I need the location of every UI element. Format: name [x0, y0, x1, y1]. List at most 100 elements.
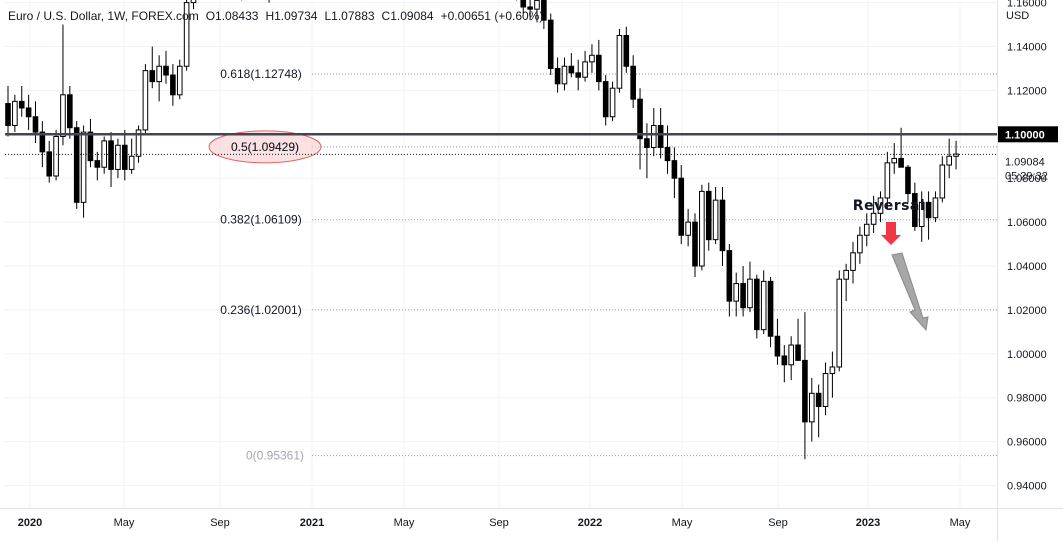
reversal-arrow-icon: [881, 222, 901, 245]
candle-body: [623, 35, 630, 67]
candle-body: [135, 129, 142, 157]
candle-body: [149, 70, 156, 83]
candle-body: [60, 94, 66, 137]
y-tick-label: 0.96000: [1007, 437, 1047, 449]
candle-body: [12, 100, 18, 127]
last-price-label: 1.09084: [1005, 156, 1045, 168]
x-tick-label: Sep: [489, 517, 509, 529]
level-price-label: 1.10000: [1005, 129, 1045, 141]
candle-body: [767, 280, 774, 337]
x-tick-label: 2020: [18, 517, 42, 529]
candle-body: [163, 65, 169, 76]
candle-body: [561, 65, 568, 85]
candle-body: [685, 221, 691, 236]
candle-body: [94, 160, 101, 168]
candle-body: [774, 335, 781, 357]
x-tick-label: 2023: [856, 517, 880, 529]
candle-body: [788, 344, 794, 366]
x-tick-label: 2021: [300, 517, 324, 529]
candle-body: [877, 197, 884, 214]
candle-body: [554, 67, 561, 85]
candle-body: [671, 160, 678, 179]
candle-body: [602, 81, 609, 118]
candle-body: [25, 107, 32, 118]
candle-body: [527, 6, 533, 10]
candle-body: [843, 269, 849, 280]
candle-body: [39, 131, 46, 153]
candlestick-series: [5, 0, 959, 460]
candle-body: [67, 94, 73, 129]
candle-body: [898, 157, 904, 168]
grid-lines: [5, 0, 997, 508]
candle-body: [747, 278, 753, 309]
candle-body: [637, 98, 643, 140]
candle-body: [891, 157, 898, 164]
candle-body: [32, 116, 39, 133]
candle-body: [190, 0, 197, 4]
candle-body: [870, 212, 877, 225]
candle-body: [176, 65, 183, 96]
fibonacci-retracement[interactable]: 1(1.23496)0.618(1.12748)0.5(1.09429)0.38…: [208, 0, 997, 463]
candle-body: [884, 162, 891, 199]
symbol-title[interactable]: Euro / U.S. Dollar, 1W, FOREX.com: [8, 9, 199, 23]
candle-body: [18, 100, 25, 109]
price-axis[interactable]: 1.240001.220001.200001.180001.160001.140…: [997, 0, 1059, 541]
candle-body: [760, 280, 767, 331]
low-value: L1.07883: [324, 9, 375, 23]
candle-body: [657, 125, 664, 148]
candle-body: [5, 103, 11, 127]
x-tick-label: 2022: [578, 517, 602, 529]
candle-body: [733, 283, 740, 302]
candle-body: [520, 0, 527, 8]
candle-body: [568, 65, 575, 74]
candle-body: [932, 197, 939, 219]
candle-body: [808, 392, 815, 423]
x-tick-label: Sep: [768, 517, 788, 529]
candle-body: [740, 283, 746, 309]
candle-body: [857, 234, 863, 254]
candle-body: [699, 190, 705, 267]
candle-body: [705, 190, 712, 241]
candle-body: [850, 252, 856, 271]
candle-body: [836, 278, 843, 368]
candle-body: [108, 140, 114, 170]
horizontal-level-line[interactable]: [5, 133, 997, 155]
candle-body: [692, 221, 698, 267]
candle-body: [802, 359, 808, 423]
candle-body: [946, 155, 952, 166]
change-value: +0.00651 (+0.60%): [440, 9, 544, 23]
level-price-badge: [998, 126, 1058, 143]
candle-body: [128, 155, 135, 170]
candle-body: [815, 392, 822, 407]
candle-body: [575, 72, 582, 78]
annotations: Reversal: [853, 198, 929, 332]
candle-body: [142, 70, 149, 131]
high-value: H1.09734: [265, 9, 318, 23]
chart-legend: Euro / U.S. Dollar, 1W, FOREX.com O1.0843…: [8, 9, 550, 23]
candle-body: [678, 177, 685, 236]
candle-body: [609, 87, 616, 118]
fib-level-label: 0.382(1.06109): [220, 213, 301, 227]
x-tick-label: May: [950, 517, 971, 529]
y-tick-label: 1.02000: [1007, 305, 1047, 317]
decline-arrow-icon: [891, 252, 929, 332]
y-tick-label: 1.14000: [1007, 42, 1047, 54]
candle-body: [547, 19, 554, 69]
candle-body: [712, 199, 719, 241]
fib-level-label: 0.5(1.09429): [231, 140, 299, 154]
reversal-label: Reversal: [853, 198, 925, 214]
y-tick-label: 1.08000: [1007, 173, 1047, 185]
candle-body: [616, 35, 623, 89]
candle-body: [80, 131, 87, 203]
y-tick-label: 1.16000: [1007, 0, 1047, 10]
candle-body: [863, 223, 870, 236]
y-tick-label: 1.12000: [1007, 85, 1047, 97]
candle-body: [156, 65, 162, 83]
x-tick-label: Sep: [210, 517, 230, 529]
time-axis[interactable]: 2020 May Sep 2021 May Sep 2022 May Sep 2023 May: [0, 508, 1063, 530]
candle-body: [754, 278, 760, 331]
candle-body: [939, 164, 946, 199]
candle-body: [115, 144, 121, 170]
candle-body: [589, 54, 595, 63]
